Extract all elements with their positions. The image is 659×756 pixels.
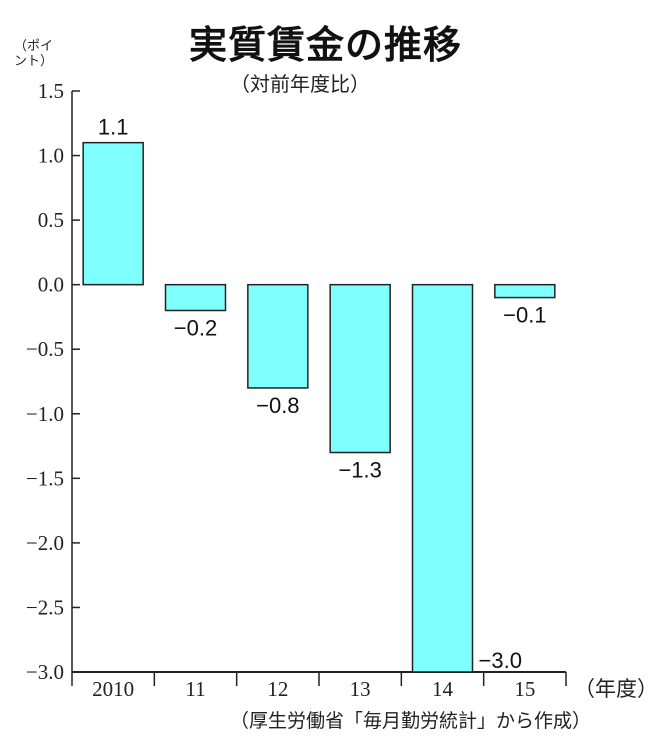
data-label: −0.1 [503,303,546,328]
bar [247,283,309,389]
x-tick-label: 14 [432,677,454,701]
y-tick-label: −2.5 [26,595,64,619]
data-label: −0.2 [174,315,217,340]
data-label: −1.3 [338,458,381,483]
bar [164,283,227,312]
source-note: （厚生労働省「毎月勤労統計」から作成） [230,711,592,732]
y-tick-label: −1.5 [26,466,64,490]
x-tick-label: 2010 [92,677,134,701]
x-axis-label: （年度） [574,677,658,701]
y-tick-label: −3.0 [26,660,64,684]
y-tick-label: −2.0 [26,531,64,555]
data-label: −0.8 [256,393,299,418]
x-tick-label: 12 [267,677,288,701]
bar [329,283,391,454]
bar [411,283,474,673]
y-tick-label: 0.5 [38,208,64,232]
bar [494,283,556,299]
x-tick-label: 11 [185,677,205,701]
data-label: −3.0 [479,648,522,673]
y-axis-unit: （ポイント） [14,38,54,68]
y-tick-label: −0.5 [26,337,64,361]
chart-subtitle: （対前年度比） [230,74,370,96]
x-tick-label: 15 [514,677,535,701]
y-tick-label: 1.0 [38,144,64,168]
data-label: 1.1 [98,115,129,140]
y-tick-label: 1.5 [38,79,64,103]
y-tick-label: −1.0 [26,402,64,426]
y-tick-label: 0.0 [38,273,64,297]
x-tick-label: 13 [350,677,371,701]
bar [82,141,144,286]
chart-title: 実質賃金の推移 [188,25,462,67]
